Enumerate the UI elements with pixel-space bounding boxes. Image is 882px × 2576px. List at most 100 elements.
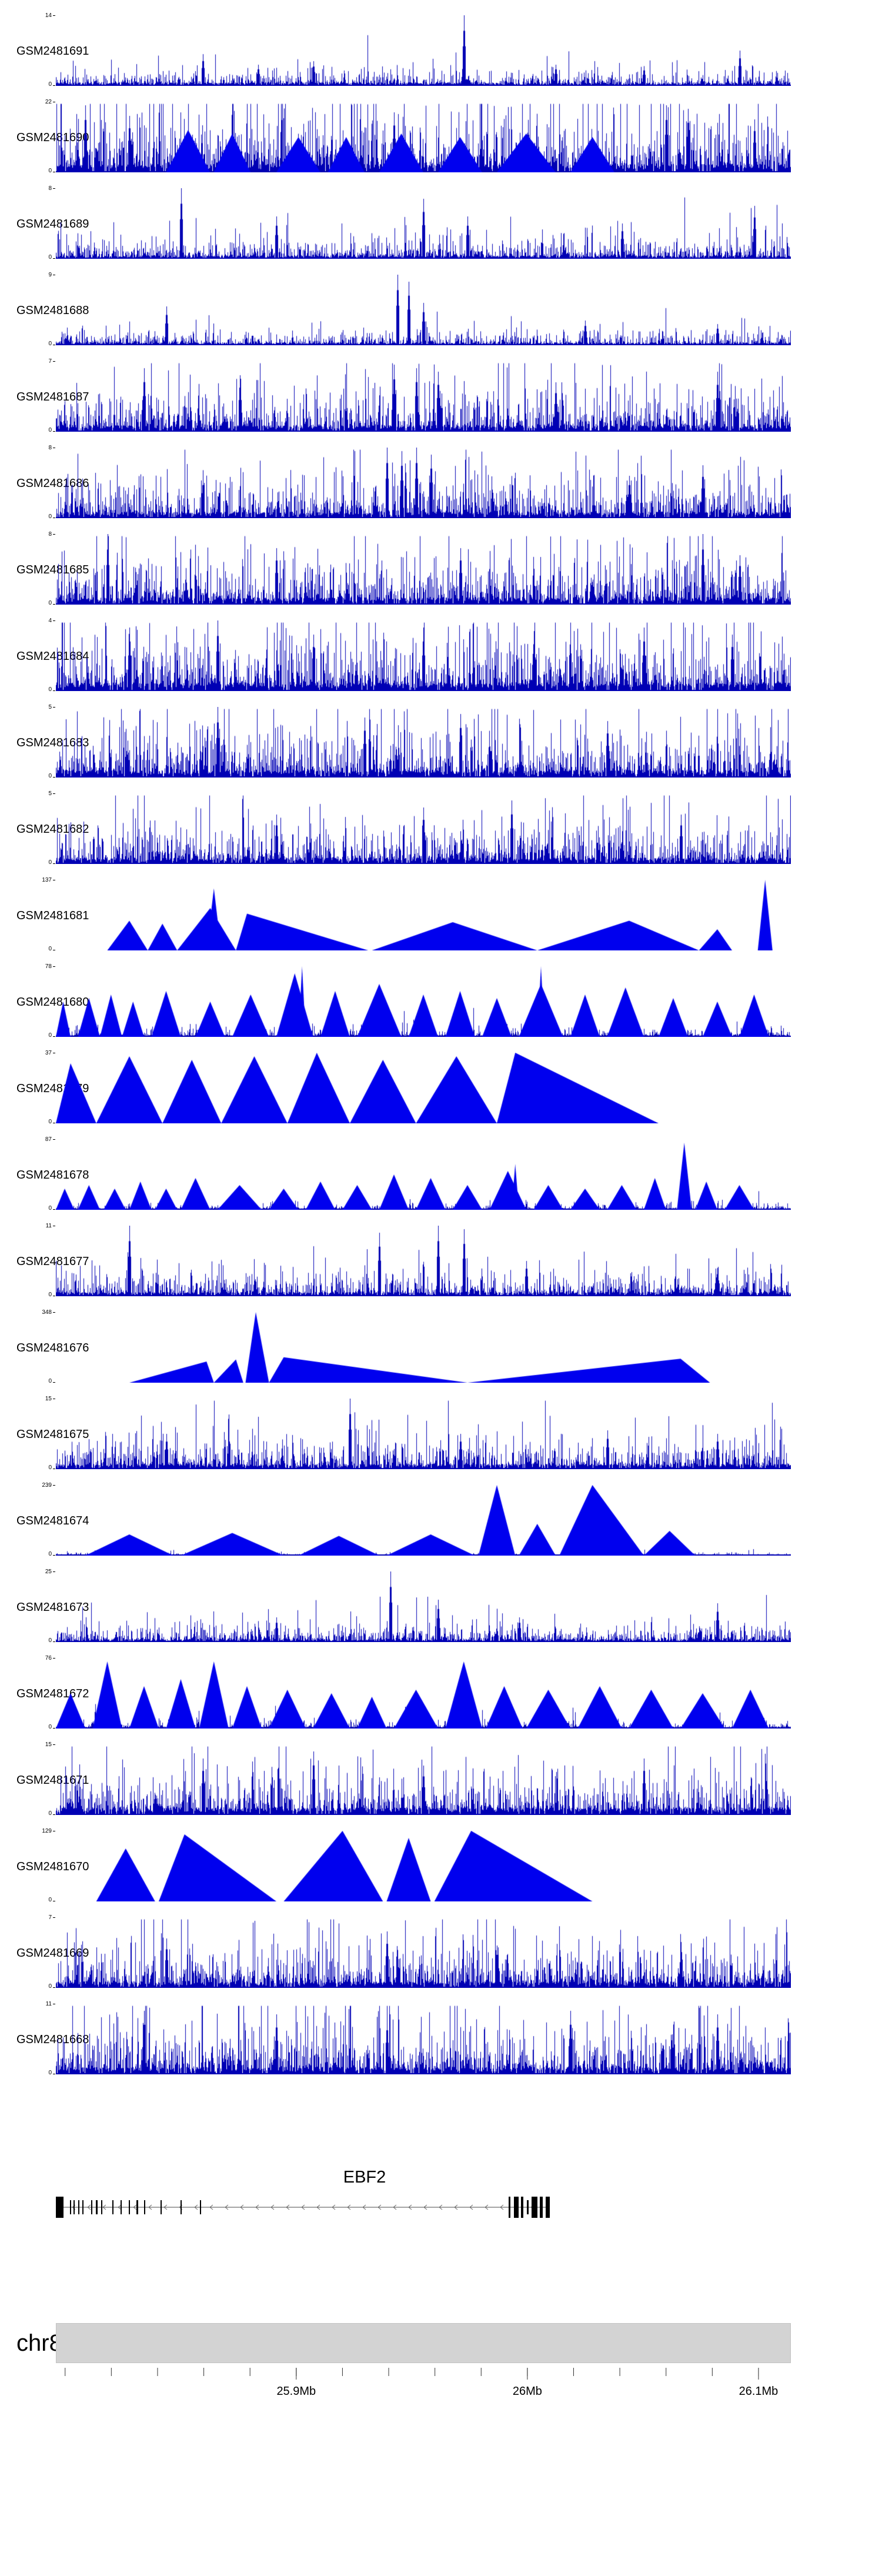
track-signal-plot: [56, 1226, 791, 1296]
track-signal-plot: [56, 102, 791, 172]
track-signal-plot: [56, 966, 791, 1037]
track-ymax-label: 137: [42, 877, 52, 883]
track-signal-plot: [56, 448, 791, 518]
track-row: GSM2481669 7 0: [0, 1915, 882, 2004]
gene-exon-box: [136, 2200, 138, 2214]
track-row: GSM2481680 78 0: [0, 963, 882, 1053]
track-signal-plot: [56, 1744, 791, 1815]
yaxis-tick: [53, 1139, 55, 1140]
yaxis-tick: [53, 707, 55, 708]
gene-exon-box: [121, 2200, 122, 2214]
gene-exon-box: [527, 2200, 529, 2214]
track-ymax-label: 11: [45, 2001, 52, 2007]
strand-direction-arrow-icon: [148, 2204, 152, 2210]
strand-direction-arrow-icon: [316, 2204, 320, 2210]
yaxis-tick: [53, 690, 55, 691]
gene-exon-box: [532, 2197, 537, 2218]
track-ymin-label: 0: [48, 859, 52, 866]
track-signal-plot: [56, 707, 791, 778]
track-signal-plot: [56, 361, 791, 432]
track-ymin-label: 0: [48, 513, 52, 520]
strand-direction-arrow-icon: [469, 2204, 473, 2210]
gene-exon-box: [70, 2200, 71, 2214]
track-ymin-label: 0: [48, 1637, 52, 1644]
track-ymin-label: 0: [48, 773, 52, 779]
signal-tracks-container: GSM2481691 14 0 GSM2481690 22 0 GSM2481689 8 0 GS…: [0, 13, 882, 2076]
gene-exon-box: [56, 2197, 64, 2218]
track-ymax-label: 239: [42, 1482, 52, 1489]
strand-direction-arrow-icon: [255, 2204, 259, 2210]
yaxis-tick: [53, 1658, 55, 1659]
yaxis-tick: [53, 1641, 55, 1642]
track-row: GSM2481691 14 0: [0, 13, 882, 102]
track-row: GSM2481678 87 0: [0, 1136, 882, 1226]
track-signal-plot: [56, 1571, 791, 1642]
track-ymax-label: 87: [45, 1136, 52, 1143]
strand-direction-arrow-icon: [423, 2204, 427, 2210]
track-ymin-label: 0: [48, 946, 52, 952]
track-ymax-label: 8: [48, 445, 52, 451]
track-ymin-label: 0: [48, 1378, 52, 1384]
strand-direction-arrow-icon: [209, 2204, 213, 2210]
track-ymax-label: 25: [45, 1569, 52, 1575]
gene-exon-box: [129, 2200, 130, 2214]
track-row: GSM2481676 348 0: [0, 1310, 882, 1399]
track-ymax-label: 37: [45, 1050, 52, 1056]
gene-model: [56, 2197, 550, 2218]
gene-exon-box: [509, 2197, 510, 2218]
yaxis-tick: [53, 1987, 55, 1988]
track-signal-plot: [56, 275, 791, 345]
yaxis-tick: [53, 1555, 55, 1556]
yaxis-tick: [53, 1814, 55, 1815]
yaxis-tick: [53, 620, 55, 621]
track-ymax-label: 129: [42, 1828, 52, 1834]
track-row: GSM2481686 8 0: [0, 445, 882, 534]
track-signal-plot: [56, 534, 791, 605]
track-ymin-label: 0: [48, 1205, 52, 1212]
strand-direction-arrow-icon: [393, 2204, 397, 2210]
gene-exon-box: [546, 2197, 550, 2218]
track-ymin-label: 0: [48, 1119, 52, 1125]
track-row: GSM2481672 76 0: [0, 1656, 882, 1744]
strand-direction-arrow-icon: [454, 2204, 458, 2210]
track-row: GSM2481679 37 0: [0, 1050, 882, 1139]
track-signal-plot: [56, 620, 791, 691]
strand-direction-arrow-icon: [347, 2204, 351, 2210]
strand-direction-arrow-icon: [439, 2204, 443, 2210]
track-signal-plot: [56, 1139, 791, 1210]
strand-direction-arrow-icon: [301, 2204, 305, 2210]
track-signal-plot: [56, 1831, 791, 1901]
strand-direction-arrow-icon: [485, 2204, 489, 2210]
track-row: GSM2481688 9 0: [0, 272, 882, 361]
yaxis-tick: [53, 85, 55, 86]
track-signal-plot: [56, 1399, 791, 1469]
track-ymin-label: 0: [48, 1724, 52, 1730]
track-ymax-label: 5: [48, 704, 52, 710]
yaxis-tick: [53, 258, 55, 259]
track-row: GSM2481677 11 0: [0, 1223, 882, 1312]
strand-direction-arrow-icon: [500, 2204, 504, 2210]
track-ymin-label: 0: [48, 427, 52, 433]
track-ymin-label: 0: [48, 341, 52, 347]
gene-name-label: EBF2: [343, 2168, 386, 2187]
chromosome-name-label: chr8: [16, 2330, 62, 2356]
yaxis-tick: [53, 431, 55, 432]
gene-exon-box: [78, 2200, 79, 2214]
track-row: GSM2481670 129 0: [0, 1828, 882, 1917]
track-ymax-label: 78: [45, 963, 52, 970]
track-ymin-label: 0: [48, 1897, 52, 1903]
track-ymax-label: 15: [45, 1741, 52, 1748]
track-row: GSM2481689 8 0: [0, 186, 882, 275]
gene-exon-box: [96, 2200, 98, 2214]
gene-exon-box: [82, 2200, 83, 2214]
yaxis-tick: [53, 1312, 55, 1313]
yaxis-tick: [53, 1728, 55, 1729]
yaxis-tick: [53, 1209, 55, 1210]
track-ymax-label: 4: [48, 618, 52, 624]
track-signal-plot: [56, 1917, 791, 1988]
yaxis-tick: [53, 604, 55, 605]
strand-direction-arrow-icon: [133, 2204, 137, 2210]
track-row: GSM2481690 22 0: [0, 99, 882, 188]
strand-direction-arrow-icon: [240, 2204, 244, 2210]
yaxis-tick: [53, 777, 55, 778]
